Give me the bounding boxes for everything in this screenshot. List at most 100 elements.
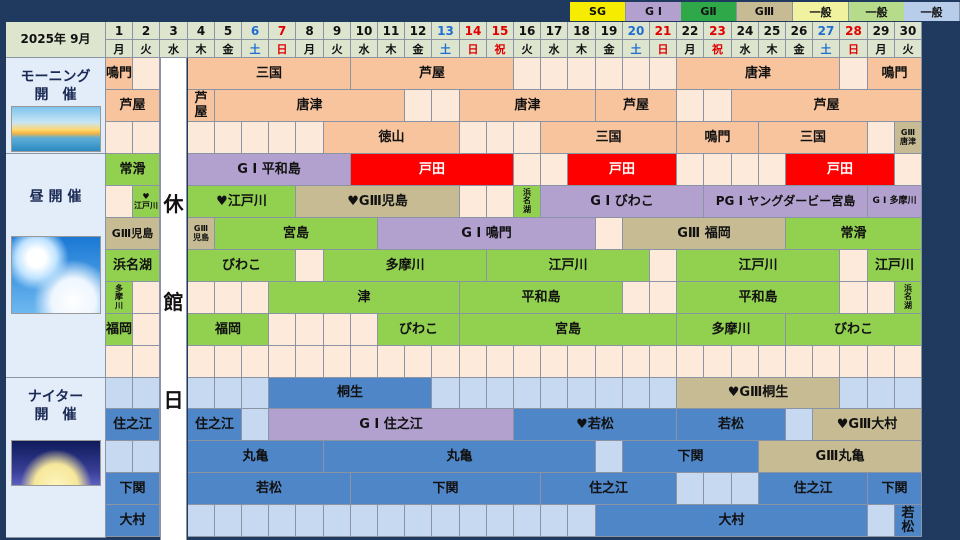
empty-slot — [623, 282, 650, 314]
race-event[interactable]: 鳴門 — [106, 58, 133, 90]
race-event[interactable]: ♥GⅢ児島 — [296, 186, 460, 218]
section-label-line: ナイター — [27, 389, 84, 405]
empty-slot — [895, 346, 922, 378]
empty-slot — [868, 346, 895, 378]
race-event[interactable]: 芦屋 — [106, 90, 160, 122]
race-event[interactable]: 宮島 — [460, 314, 677, 346]
race-event[interactable]: 若 松 — [895, 505, 922, 537]
race-event[interactable]: びわこ — [188, 250, 296, 282]
day-number: 19 — [596, 22, 623, 40]
race-event[interactable]: 戸田 — [786, 154, 895, 186]
race-event[interactable]: GⅢ 唐津 — [895, 122, 922, 154]
empty-slot — [215, 122, 242, 154]
race-event[interactable]: ♥GⅢ桐生 — [677, 378, 840, 409]
month-header: 2025年 9月 — [6, 22, 106, 58]
race-event[interactable]: 大村 — [106, 505, 160, 537]
race-event[interactable]: 多摩川 — [677, 314, 786, 346]
race-event[interactable]: 丸亀 — [188, 441, 324, 473]
race-event[interactable]: 三国 — [759, 122, 868, 154]
race-event[interactable]: 江戸川 — [868, 250, 922, 282]
race-event[interactable]: 江戸川 — [487, 250, 650, 282]
race-event[interactable]: 下関 — [106, 473, 160, 505]
race-event[interactable]: 江戸川 — [677, 250, 840, 282]
race-event[interactable]: ♥若松 — [514, 409, 677, 441]
race-event[interactable]: ♥GⅢ大村 — [813, 409, 922, 441]
race-event[interactable]: GⅢ 児島 — [188, 218, 215, 250]
sunrise-image — [11, 106, 101, 152]
empty-slot — [487, 186, 514, 218]
race-event[interactable]: G Ⅰ 鳴門 — [378, 218, 596, 250]
race-event[interactable]: 常滑 — [786, 218, 922, 250]
empty-slot — [487, 122, 514, 154]
race-event[interactable]: PG Ⅰ ヤングダービー宮島 — [704, 186, 868, 218]
race-event[interactable]: G Ⅰ びわこ — [541, 186, 704, 218]
race-event[interactable]: 鳴門 — [868, 58, 922, 90]
race-event[interactable]: 三国 — [541, 122, 677, 154]
race-event[interactable]: 戸田 — [568, 154, 677, 186]
weekday-label: 金 — [215, 40, 242, 58]
weekday-label: 火 — [514, 40, 541, 58]
race-event[interactable]: GⅢ丸亀 — [759, 441, 922, 473]
race-event[interactable]: 浜名湖 — [106, 250, 160, 282]
weekday-label: 木 — [568, 40, 596, 58]
empty-slot — [541, 58, 568, 90]
race-event[interactable]: 住之江 — [759, 473, 868, 505]
race-event[interactable]: 桐生 — [269, 378, 432, 409]
race-event[interactable]: 鳴門 — [677, 122, 759, 154]
race-event[interactable]: 住之江 — [188, 409, 242, 441]
race-event[interactable]: 多 摩 川 — [106, 282, 133, 314]
empty-slot — [895, 154, 922, 186]
race-event[interactable]: 福岡 — [188, 314, 269, 346]
race-event[interactable]: 芦屋 — [732, 90, 922, 122]
race-event[interactable]: G Ⅰ 住之江 — [269, 409, 514, 441]
day-number: 16 — [514, 22, 541, 40]
race-event[interactable]: G Ⅰ 多摩川 — [868, 186, 922, 218]
race-event[interactable]: 福岡 — [106, 314, 133, 346]
race-event[interactable]: 唐津 — [460, 90, 596, 122]
race-event[interactable]: 丸亀 — [324, 441, 596, 473]
race-event[interactable]: 唐津 — [215, 90, 405, 122]
empty-slot — [351, 505, 378, 537]
race-event[interactable]: 芦 屋 — [188, 90, 215, 122]
race-event[interactable]: 戸田 — [351, 154, 514, 186]
race-event[interactable]: 三国 — [188, 58, 351, 90]
empty-slot — [541, 154, 568, 186]
race-event[interactable]: 大村 — [596, 505, 868, 537]
race-event[interactable]: 住之江 — [106, 409, 160, 441]
race-event[interactable]: 平和島 — [677, 282, 840, 314]
empty-slot — [215, 505, 242, 537]
race-event[interactable]: 多摩川 — [324, 250, 487, 282]
race-event[interactable]: 下関 — [623, 441, 759, 473]
day-number: 24 — [732, 22, 759, 40]
race-event[interactable]: 芦屋 — [596, 90, 677, 122]
race-event[interactable]: 浜 名 湖 — [514, 186, 541, 218]
race-event[interactable]: ♥江戸川 — [188, 186, 296, 218]
empty-slot — [324, 314, 351, 346]
race-event[interactable]: 徳山 — [324, 122, 460, 154]
race-event[interactable]: 住之江 — [541, 473, 677, 505]
race-event[interactable]: 平和島 — [460, 282, 623, 314]
empty-slot — [868, 282, 895, 314]
race-event[interactable]: GⅢ児島 — [106, 218, 160, 250]
race-event[interactable]: 下関 — [868, 473, 922, 505]
race-event[interactable]: 芦屋 — [351, 58, 514, 90]
race-event[interactable]: 若松 — [188, 473, 351, 505]
empty-slot — [868, 122, 895, 154]
race-event[interactable]: G Ⅰ 平和島 — [188, 154, 351, 186]
race-event[interactable]: 浜 名 湖 — [895, 282, 922, 314]
race-event[interactable]: びわこ — [786, 314, 922, 346]
race-event[interactable]: 下関 — [351, 473, 541, 505]
race-event[interactable]: 若松 — [677, 409, 786, 441]
race-event[interactable]: びわこ — [378, 314, 460, 346]
race-event[interactable]: GⅢ 福岡 — [623, 218, 786, 250]
race-event[interactable]: ♥ 江戸川 — [133, 186, 160, 218]
weekday-label: 水 — [541, 40, 568, 58]
empty-slot — [432, 346, 460, 378]
day-number: 6 — [242, 22, 269, 40]
race-event[interactable]: 津 — [269, 282, 460, 314]
race-event[interactable]: 常滑 — [106, 154, 160, 186]
empty-slot — [650, 378, 677, 409]
weekday-label: 土 — [432, 40, 460, 58]
race-event[interactable]: 宮島 — [215, 218, 378, 250]
race-event[interactable]: 唐津 — [677, 58, 840, 90]
